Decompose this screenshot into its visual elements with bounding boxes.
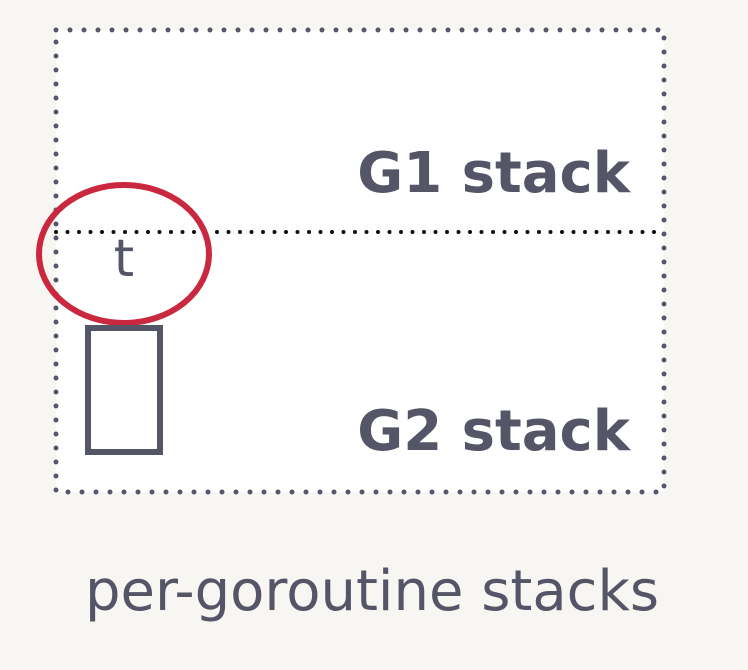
stack-frame-box (85, 325, 163, 455)
g2-stack-label: G2 stack (357, 399, 632, 464)
stacks-container-border (53, 27, 667, 495)
g1-stack-label: G1 stack (357, 141, 632, 206)
highlight-circle (36, 182, 212, 326)
variable-t-label: t (114, 229, 134, 289)
diagram-caption: per-goroutine stacks (85, 559, 659, 624)
